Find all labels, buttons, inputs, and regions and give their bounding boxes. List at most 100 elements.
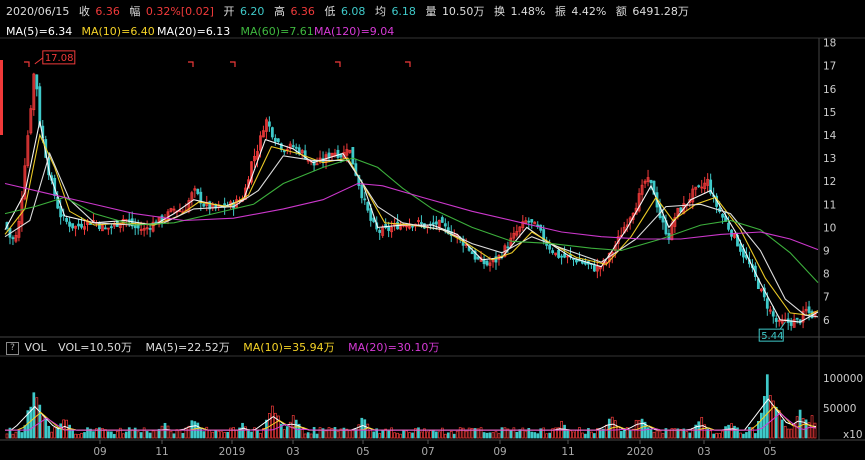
price-tick-label: 14	[823, 130, 837, 142]
candle-body	[384, 224, 388, 228]
volume-bar	[309, 433, 313, 439]
candle-body	[202, 203, 206, 207]
candle-body	[721, 214, 724, 218]
candle-body	[440, 217, 444, 223]
volume-bar	[35, 397, 39, 439]
volume-bar	[232, 427, 235, 439]
volume-bar	[414, 428, 417, 439]
volume-bar	[542, 427, 546, 439]
left-marker	[0, 60, 3, 135]
candle-body	[169, 208, 173, 212]
volume-bar	[235, 429, 238, 439]
time-tick-label: 03	[286, 446, 299, 458]
volume-bar	[50, 431, 54, 439]
volume-bar	[109, 431, 113, 439]
candle-body	[267, 121, 271, 127]
volume-bar	[798, 409, 802, 439]
volume-bar	[92, 431, 95, 439]
volume-bar	[601, 428, 605, 439]
candle-body	[342, 152, 346, 158]
close-label: 收	[78, 5, 90, 18]
candle-body	[777, 319, 781, 322]
candle-body	[542, 229, 546, 241]
help-icon[interactable]: ?	[6, 341, 19, 355]
volume-bar	[241, 422, 244, 439]
quote-date: 2020/06/15	[6, 5, 70, 18]
volume-bar	[199, 428, 203, 439]
candle-body	[595, 266, 599, 272]
ma-lines	[4, 121, 819, 323]
price-tick-label: 12	[823, 176, 836, 188]
volume-bar	[360, 417, 364, 439]
volume-bar	[175, 429, 179, 439]
high-label: 高	[273, 5, 285, 18]
volume-bar	[265, 419, 268, 439]
volume-bar	[801, 418, 805, 439]
candle-body	[77, 223, 80, 227]
volume-bar	[443, 433, 447, 439]
volume-bar	[211, 431, 215, 439]
volume-bar	[324, 430, 328, 439]
volume-bar	[533, 432, 537, 439]
candle-body	[336, 149, 340, 158]
candle-body	[351, 146, 355, 165]
amplitude-label: 振	[554, 5, 566, 18]
volume-bar	[20, 432, 24, 439]
volume-bars	[5, 374, 817, 439]
event-marker	[335, 61, 341, 67]
volume-bar	[524, 430, 528, 439]
vol-ma20-line	[5, 412, 817, 431]
candle-body	[801, 310, 805, 323]
candle-body	[282, 150, 286, 153]
volume-bar	[598, 429, 602, 439]
candle-body	[256, 151, 259, 160]
vol-ma10: MA(10)=35.94万	[243, 341, 335, 354]
candle-body	[26, 135, 30, 166]
volume-bar	[17, 429, 21, 439]
candle-body	[476, 256, 480, 260]
volume-bar	[71, 429, 74, 439]
volume-bar	[256, 430, 259, 439]
volume-bar	[142, 427, 146, 439]
candle-body	[145, 227, 149, 230]
volume-bar	[145, 431, 149, 439]
volume-bar	[751, 427, 754, 439]
volume-bar	[148, 432, 152, 439]
volume-bar	[736, 427, 739, 439]
candle-body	[527, 220, 531, 223]
candle-body	[151, 221, 155, 232]
volume-bar	[759, 412, 763, 439]
candle-body	[345, 149, 349, 156]
candle-body	[551, 250, 555, 254]
volume-bar	[318, 427, 322, 439]
volume-bar	[566, 429, 569, 439]
time-tick-label: 09	[93, 446, 106, 458]
volume-tick-label: 100000	[823, 373, 863, 385]
candle-body	[315, 163, 319, 166]
volume-bar	[777, 410, 781, 439]
volume-bar	[476, 428, 480, 439]
volume-bar	[437, 431, 441, 439]
candle-body	[563, 253, 566, 258]
volume-bar	[336, 431, 340, 439]
volume-bar	[303, 433, 307, 439]
candle-body	[80, 223, 83, 228]
volume-bar	[229, 427, 232, 439]
ma-legend: MA(5)=6.34 MA(10)=6.40 MA(20)=6.13 MA(60…	[6, 24, 406, 40]
volume-bar	[503, 427, 507, 439]
volume-bar	[315, 433, 319, 439]
volume-bar	[745, 432, 748, 439]
candle-body	[470, 251, 474, 255]
volume-bar	[572, 431, 575, 439]
ma-line-ma60	[4, 157, 819, 283]
volume-bar	[384, 428, 388, 439]
volume-bar	[703, 424, 707, 439]
candle-body	[259, 135, 262, 151]
volume-bar	[768, 395, 772, 439]
volume-bar	[333, 427, 337, 439]
volume-bar	[23, 425, 27, 439]
volume-bar	[339, 428, 343, 439]
volume-bar	[658, 430, 662, 439]
amplitude-value: 4.42%	[571, 5, 607, 18]
